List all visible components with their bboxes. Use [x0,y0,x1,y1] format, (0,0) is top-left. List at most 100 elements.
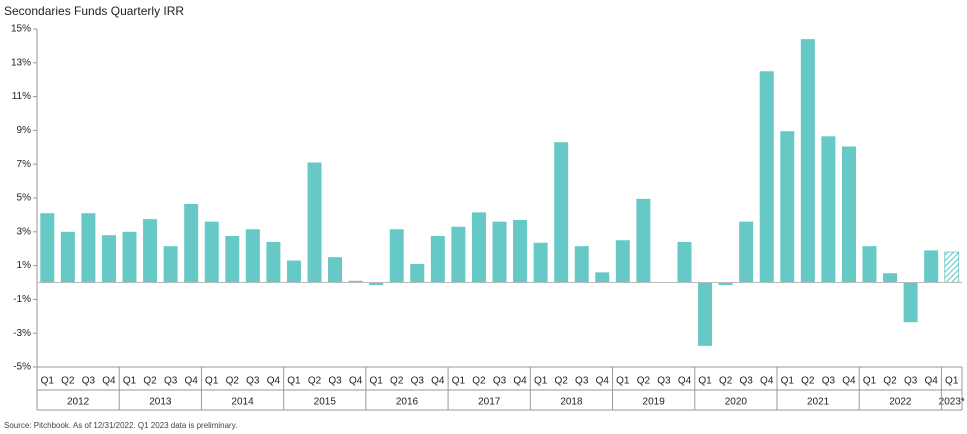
bar [60,231,75,283]
chart-title: Secondaries Funds Quarterly IRR [4,4,184,18]
x-tick-label: Q4 [678,376,692,387]
y-tick-label: 5% [17,193,32,204]
x-tick-label: Q1 [616,376,630,387]
bar [883,273,898,283]
x-tick-label: Q2 [390,376,404,387]
x-tick-label: Q2 [883,376,897,387]
x-tick-label: Q4 [842,376,856,387]
bar [451,226,466,283]
bar [286,260,301,283]
x-tick-label: Q4 [513,376,527,387]
bar [348,280,363,283]
bar [410,263,425,283]
bar [143,219,158,283]
bar [204,221,219,283]
bar [739,221,754,283]
bar [841,146,856,283]
y-tick-label: 11% [12,91,31,102]
x-tick-label: Q2 [554,376,568,387]
bar [718,282,733,286]
x-tick-label: Q1 [205,376,219,387]
x-tick-label: Q1 [287,376,301,387]
x-tick-label: Q2 [637,376,651,387]
bar [780,131,795,283]
year-label: 2020 [725,397,748,408]
x-tick-label: Q2 [719,376,733,387]
bar [636,198,651,283]
x-tick-label: Q3 [904,376,918,387]
x-tick-label: Q2 [61,376,75,387]
x-tick-label: Q2 [801,376,815,387]
year-label: 2016 [396,397,419,408]
x-tick-label: Q4 [349,376,363,387]
bar [924,250,939,283]
x-tick-label: Q4 [267,376,281,387]
x-tick-label: Q4 [924,376,938,387]
year-label: 2023* [939,397,965,408]
x-tick-label: Q3 [246,376,260,387]
year-label: 2017 [478,397,501,408]
y-tick-label: 13% [11,57,31,68]
bar [944,251,960,283]
bar [533,242,548,283]
y-tick-label: -1% [13,294,31,305]
x-tick-label: Q3 [82,376,96,387]
x-tick-label: Q4 [431,376,445,387]
x-tick-label: Q3 [164,376,178,387]
x-tick-label: Q2 [308,376,322,387]
x-tick-label: Q4 [760,376,774,387]
x-tick-label: Q3 [575,376,589,387]
year-label: 2012 [67,397,90,408]
bar [307,162,322,283]
x-tick-label: Q3 [739,376,753,387]
year-label: 2021 [807,397,830,408]
bar [101,235,116,283]
x-tick-label: Q1 [41,376,55,387]
bar [122,231,137,283]
x-tick-label: Q1 [781,376,795,387]
x-tick-label: Q1 [698,376,712,387]
x-tick-label: Q2 [472,376,486,387]
bar [430,236,445,283]
year-label: 2014 [231,397,254,408]
x-tick-label: Q1 [534,376,548,387]
y-tick-label: 9% [17,125,32,136]
bar [266,241,281,283]
x-tick-label: Q4 [102,376,116,387]
bar [81,213,96,283]
source-note: Source: Pitchbook. As of 12/31/2022. Q1 … [4,421,237,430]
bar [225,236,240,283]
bar [513,219,528,283]
bar [554,142,569,283]
x-tick-label: Q3 [411,376,425,387]
bar [184,203,199,283]
x-tick-label: Q3 [328,376,342,387]
x-tick-label: Q4 [596,376,610,387]
x-tick-label: Q3 [493,376,507,387]
x-tick-label: Q3 [657,376,671,387]
bar [821,136,836,283]
year-label: 2022 [889,397,912,408]
y-tick-label: -5% [13,362,31,373]
bar [800,39,815,283]
bar [615,240,630,283]
bar [389,229,404,283]
bar [862,246,877,283]
year-label: 2015 [314,397,337,408]
x-tick-label: Q3 [822,376,836,387]
bar [163,246,178,283]
x-tick-label: Q1 [452,376,466,387]
bar [677,241,692,283]
x-tick-label: Q2 [143,376,157,387]
bar [471,212,486,283]
y-tick-label: 15% [11,24,31,35]
y-tick-label: -3% [13,328,31,339]
x-tick-label: Q1 [945,376,959,387]
x-tick-label: Q1 [123,376,137,387]
bar [698,282,713,346]
x-tick-label: Q1 [863,376,877,387]
bar [492,221,507,283]
bar [369,282,384,286]
bar [903,282,918,323]
